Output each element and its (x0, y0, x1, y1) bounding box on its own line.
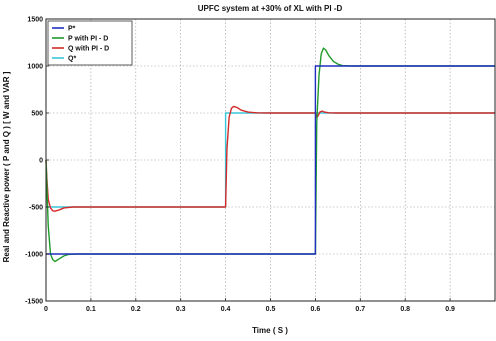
y-axis-label: Real and Reactive power ( P and Q ) [ W … (2, 71, 11, 262)
x-tick-label: 0.9 (445, 306, 455, 313)
tick-layer: 0 0.1 0.2 0.3 0.4 0.5 0.6 0.7 0.8 0.9 -1500 -1000 -5… (25, 17, 455, 314)
legend-entry-label: Q* (68, 56, 76, 63)
series-line-q-with-pi-d (45, 105, 495, 212)
x-tick-label: 0.1 (86, 306, 96, 313)
x-tick-label: 0.5 (266, 306, 276, 313)
y-tick-label: 0 (39, 158, 43, 165)
chart-title: UPFC system at +30% of XL with PI -D (198, 4, 343, 13)
x-axis-label: Time ( S ) (252, 326, 288, 335)
y-tick-label: -1000 (25, 252, 43, 259)
legend-entry-label: P with PI - D (68, 36, 108, 43)
x-tick-label: 0.4 (221, 306, 231, 313)
legend-entry-label: Q with PI - D (68, 46, 109, 53)
legend-entry-label: P* (68, 26, 76, 33)
x-tick-label: 0 (44, 306, 48, 313)
y-tick-label: 1000 (27, 64, 43, 71)
x-tick-label: 0.7 (355, 306, 365, 313)
x-tick-label: 0.2 (131, 306, 141, 313)
x-tick-label: 0.8 (400, 306, 410, 313)
y-tick-label: 500 (31, 111, 43, 118)
x-tick-label: 0.6 (311, 306, 321, 313)
y-tick-label: 1500 (27, 17, 43, 24)
y-tick-label: -1500 (25, 299, 43, 306)
series-layer (45, 47, 495, 263)
legend: P* P with PI - D Q with PI - D Q* (47, 20, 133, 66)
y-tick-label: -500 (29, 205, 43, 212)
series-line-p (46, 65, 495, 255)
x-tick-label: 0.3 (176, 306, 186, 313)
